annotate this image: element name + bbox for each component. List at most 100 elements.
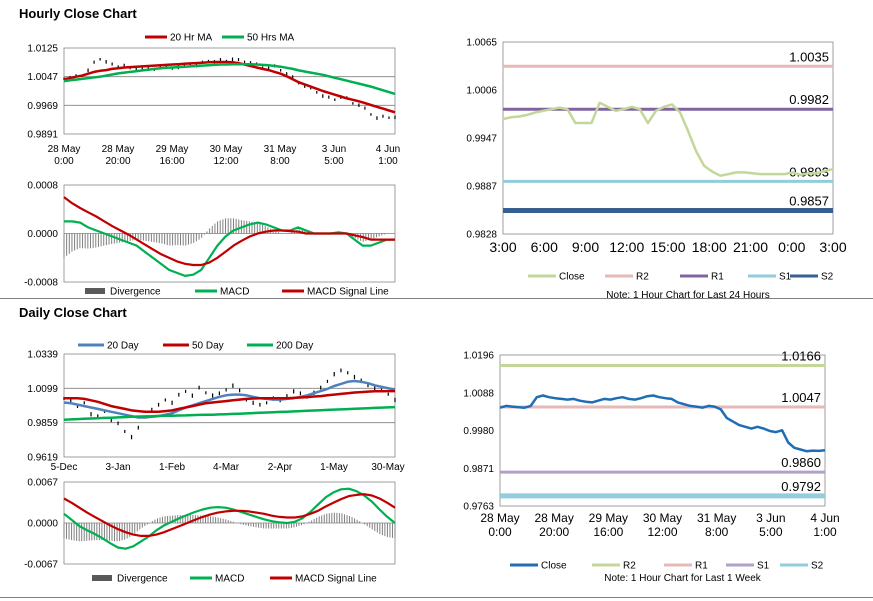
daily-macd-legend-divergence-label: Divergence <box>117 574 168 585</box>
hourly-price-xtick-label: 28 May 0:00 <box>48 144 81 167</box>
hourly-macd-legend-divergence-label: Divergence <box>110 287 161 298</box>
daily-levels-legend-close-label: Close <box>541 561 567 572</box>
daily-levels-xtick-label: 31 May 8:00 <box>697 511 736 539</box>
daily-macd-legend-signal-label: MACD Signal Line <box>295 574 377 585</box>
daily-section-title: Daily Close Chart <box>19 305 127 320</box>
hourly-levels-ytick-label: 1.0065 <box>466 38 497 49</box>
daily-price-ytick-label: 1.0099 <box>27 384 58 395</box>
hourly-levels-level-r2-value: 1.0035 <box>789 49 829 64</box>
hourly-macd-legend-divergence-swatch <box>85 288 105 294</box>
daily-price-xtick-label: 4-Mar <box>213 462 240 473</box>
hourly-levels-level-r1-value: 0.9982 <box>789 92 829 107</box>
daily-levels-legend-s1-label: S1 <box>757 561 770 572</box>
daily-price-xtick-label: 3-Jan <box>105 462 130 473</box>
hourly-price-xtick-label: 29 May 16:00 <box>156 144 189 167</box>
daily-price-plot-area <box>63 353 396 458</box>
daily-levels-level-s2-value: 0.9792 <box>781 479 821 494</box>
hourly-levels-level-s2-value: 0.9857 <box>789 194 829 209</box>
hourly-macd-legend-signal-label: MACD Signal Line <box>307 287 389 298</box>
hourly-price-ma20-line <box>63 60 396 114</box>
daily-levels-ytick-label: 0.9763 <box>463 502 494 513</box>
daily-macd-ytick-label: 0.0000 <box>27 519 58 530</box>
daily-levels-ytick-label: 1.0196 <box>463 351 494 362</box>
hourly-levels-legend-close-label: Close <box>559 272 585 283</box>
daily-levels-note: Note: 1 Hour Chart for Last 1 Week <box>604 573 762 584</box>
hourly-price-ytick-label: 0.9969 <box>27 101 58 112</box>
daily-levels-level-r2-value: 1.0166 <box>781 348 821 363</box>
daily-price-xtick-label: 1-May <box>320 462 348 473</box>
hourly-price-legend-0-label: 20 Hr MA <box>170 33 213 44</box>
hourly-levels-ytick-label: 1.0006 <box>466 86 497 97</box>
hourly-macd-legend-macd-label: MACD <box>220 287 249 298</box>
daily-price-legend-0-label: 20 Day <box>107 341 139 352</box>
daily-levels-xtick-label: 30 May 12:00 <box>643 511 682 539</box>
hourly-levels-note: Note: 1 Hour Chart for Last 24 Hours <box>606 290 769 301</box>
daily-price-xtick-label: 5-Dec <box>51 462 78 473</box>
hourly-price-legend-1-label: 50 Hrs MA <box>247 33 295 44</box>
hourly-price-xtick-label: 3 Jun 5:00 <box>322 144 346 167</box>
daily-macd-signal-line <box>63 493 396 538</box>
hourly-price-ytick-label: 0.9891 <box>27 130 58 141</box>
daily-levels-xtick-label: 29 May 16:00 <box>589 511 628 539</box>
daily-macd-legend-divergence-swatch <box>92 575 112 581</box>
hourly-price-ytick-label: 1.0125 <box>27 44 58 55</box>
hourly-levels-xtick-label: 18:00 <box>692 239 727 255</box>
daily-levels-level-r1-value: 1.0047 <box>781 390 821 405</box>
hourly-levels-ytick-label: 0.9828 <box>466 230 497 241</box>
daily-price-legend-2-label: 200 Day <box>276 341 313 352</box>
hourly-levels-xtick-label: 15:00 <box>650 239 685 255</box>
daily-price-ma200-line <box>63 405 396 421</box>
hourly-macd-ytick-label: 0.0000 <box>27 229 58 240</box>
daily-levels-legend-r1-label: R1 <box>695 561 708 572</box>
daily-levels-legend-s2-label: S2 <box>811 561 824 572</box>
daily-price-xtick-label: 1-Feb <box>159 462 186 473</box>
hourly-levels-legend-s1-label: S1 <box>779 272 792 283</box>
daily-price-legend-1-label: 50 Day <box>192 341 224 352</box>
hourly-levels-ytick-label: 0.9887 <box>466 182 497 193</box>
hourly-price-ytick-label: 1.0047 <box>27 72 58 83</box>
hourly-levels-xtick-label: 12:00 <box>609 239 644 255</box>
daily-levels-xtick-label: 4 Jun 1:00 <box>810 511 839 539</box>
hourly-levels-ytick-label: 0.9947 <box>466 134 497 145</box>
daily-levels-close-line <box>499 394 826 453</box>
hourly-levels-plot-area <box>502 41 834 235</box>
hourly-levels-legend-r1-label: R1 <box>711 272 724 283</box>
daily-price-xtick-label: 30-May <box>371 462 404 473</box>
hourly-price-xtick-label: 4 Jun 1:00 <box>376 144 400 167</box>
daily-levels-legend-r2-label: R2 <box>623 561 636 572</box>
hourly-price-ma50-line <box>63 62 396 96</box>
daily-macd-ytick-label: 0.0067 <box>27 478 58 489</box>
hourly-levels-xtick-label: 21:00 <box>733 239 768 255</box>
daily-price-ytick-label: 1.0339 <box>27 350 58 361</box>
daily-price-ma50-line <box>64 389 395 414</box>
hourly-price-xtick-label: 28 May 20:00 <box>102 144 135 167</box>
hourly-levels-xtick-label: 0:00 <box>778 239 805 255</box>
daily-levels-level-s1-value: 0.9860 <box>781 455 821 470</box>
daily-levels-xtick-label: 28 May 0:00 <box>480 511 519 539</box>
hourly-levels-close-line <box>502 101 834 177</box>
daily-macd-ytick-label: -0.0067 <box>24 560 58 571</box>
daily-levels-ytick-label: 0.9871 <box>463 464 494 475</box>
daily-macd-macd-line <box>63 487 396 550</box>
hourly-macd-ytick-label: 0.0008 <box>27 181 58 192</box>
section-divider <box>0 298 873 299</box>
hourly-levels-xtick-label: 3:00 <box>489 239 516 255</box>
daily-levels-xtick-label: 3 Jun 5:00 <box>756 511 785 539</box>
hourly-price-xtick-label: 31 May 8:00 <box>264 144 297 167</box>
daily-levels-ytick-label: 0.9980 <box>463 426 494 437</box>
hourly-price-xtick-label: 30 May 12:00 <box>210 144 243 167</box>
hourly-levels-legend-s2-label: S2 <box>821 272 834 283</box>
hourly-levels-legend-r2-label: R2 <box>636 272 649 283</box>
bottom-divider <box>0 597 873 598</box>
daily-price-xtick-label: 2-Apr <box>268 462 293 473</box>
hourly-macd-signal-line <box>63 196 395 267</box>
hourly-levels-xtick-label: 3:00 <box>819 239 846 255</box>
daily-price-ytick-label: 0.9619 <box>27 453 58 464</box>
daily-levels-xtick-label: 28 May 20:00 <box>534 511 573 539</box>
daily-levels-ytick-label: 1.0088 <box>463 388 494 399</box>
hourly-section-title: Hourly Close Chart <box>19 6 137 21</box>
hourly-macd-ytick-label: -0.0008 <box>24 278 58 289</box>
hourly-levels-xtick-label: 6:00 <box>531 239 558 255</box>
daily-macd-legend-macd-label: MACD <box>215 574 244 585</box>
